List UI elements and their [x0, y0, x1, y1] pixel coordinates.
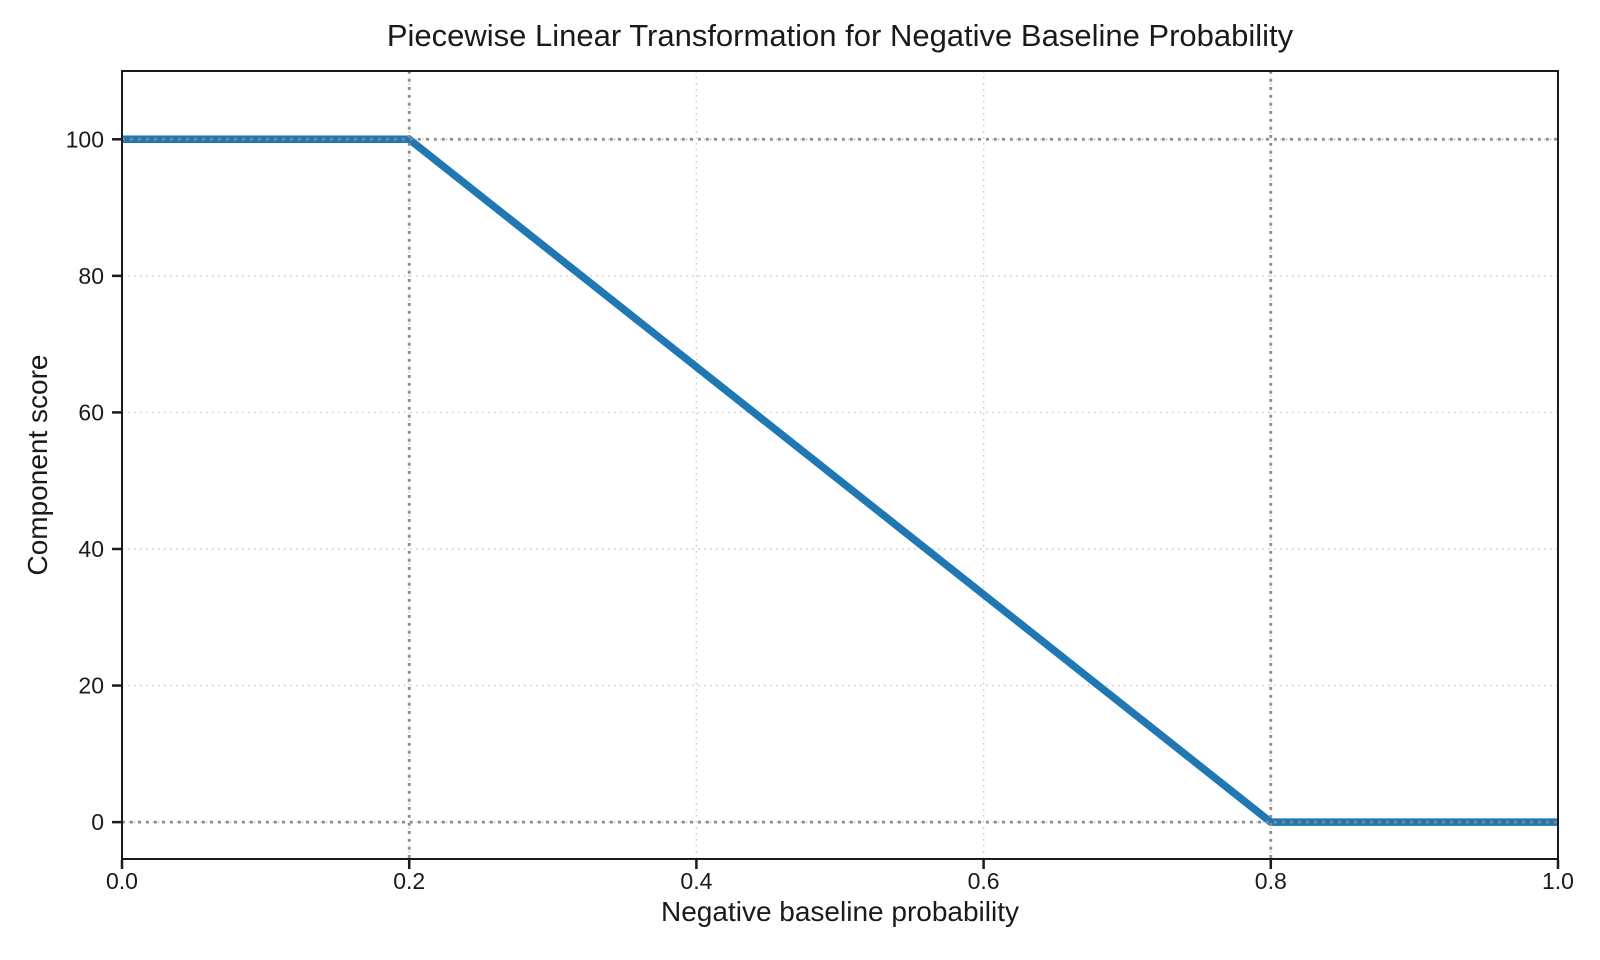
x-tick-label: 0.2 [393, 868, 425, 894]
y-axis-label: Component score [22, 354, 53, 576]
plot-border [121, 70, 1559, 860]
x-tick-label: 1.0 [1542, 868, 1574, 894]
y-tick-label: 100 [66, 126, 104, 152]
series-line [122, 135, 1558, 826]
x-tick-label: 0.0 [106, 868, 138, 894]
y-tick-label: 40 [78, 536, 104, 562]
y-tick-label: 0 [91, 809, 104, 835]
x-axis-label: Negative baseline probability [661, 896, 1019, 927]
chart-title: Piecewise Linear Transformation for Nega… [386, 18, 1294, 53]
y-tick-label: 20 [78, 673, 104, 699]
x-tick-label: 0.8 [1255, 868, 1287, 894]
y-tick-label: 60 [78, 399, 104, 425]
y-tick-label: 80 [78, 263, 104, 289]
x-tick-label: 0.6 [968, 868, 1000, 894]
x-tick-label: 0.4 [680, 868, 712, 894]
